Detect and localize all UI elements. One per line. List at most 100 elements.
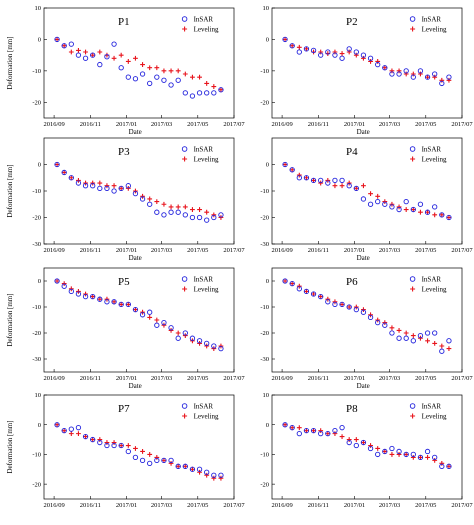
leveling-point (289, 167, 295, 173)
insar-point (189, 466, 196, 472)
leveling-point (410, 207, 416, 212)
leveling-point (133, 446, 138, 451)
y-axis-label: Deformation [mm] (6, 420, 14, 473)
insar-point (439, 80, 445, 87)
leveling-point (418, 455, 423, 460)
legend-leveling-marker (410, 156, 416, 162)
insar-point (424, 209, 431, 215)
leveling-point (311, 178, 316, 183)
insar-point (332, 52, 338, 58)
insar-point (439, 463, 445, 469)
insar-point (296, 430, 302, 437)
insar-point (282, 36, 288, 43)
leveling-point (318, 428, 324, 434)
insar-point (161, 212, 167, 218)
insar-point (139, 312, 146, 318)
x-tick-label: 2016/11 (80, 247, 101, 254)
x-tick-label: 2017/07 (223, 121, 245, 128)
insar-point (147, 201, 153, 207)
insar-point (111, 442, 117, 449)
x-tick-label: 2016/09 (271, 502, 292, 509)
insar-point (82, 183, 89, 189)
insar-point (168, 82, 174, 88)
insar-point (417, 201, 424, 207)
legend-insar-marker (409, 276, 416, 282)
leveling-point (154, 199, 160, 204)
insar-point (446, 74, 452, 80)
leveling-point (325, 178, 331, 183)
legend-insar-label: InSAR (194, 402, 214, 410)
insar-point (211, 343, 217, 349)
leveling-point (296, 44, 302, 50)
insar-point (90, 52, 96, 58)
x-tick-label: 2017/05 (187, 375, 208, 382)
leveling-point (282, 162, 288, 167)
insar-point (439, 348, 445, 354)
legend-insar-label: InSAR (422, 402, 442, 410)
y-tick-label: -10 (32, 452, 41, 459)
insar-point (282, 422, 288, 428)
plot-frame (271, 267, 463, 373)
insar-point (403, 451, 409, 458)
leveling-point (97, 180, 103, 186)
leveling-point (389, 68, 395, 74)
insar-point (446, 338, 452, 344)
y-tick-label: -20 (260, 330, 269, 337)
leveling-point (318, 294, 324, 299)
leveling-point (346, 49, 352, 55)
insar-point (75, 52, 82, 58)
insar-point (168, 457, 174, 464)
insar-point (175, 463, 181, 469)
insar-point (211, 90, 217, 96)
insar-point (375, 319, 381, 326)
leveling-point (54, 422, 60, 428)
leveling-point (118, 185, 124, 191)
insar-point (125, 448, 131, 455)
y-tick-label: 0 (266, 162, 269, 169)
leveling-point (125, 302, 131, 307)
insar-point (132, 76, 139, 82)
insar-point (125, 301, 131, 308)
leveling-point (168, 460, 174, 466)
x-tick-label: 2016/11 (80, 502, 101, 509)
leveling-point (446, 77, 452, 83)
x-axis-label: Date (357, 128, 370, 136)
leveling-point (375, 193, 381, 199)
legend-leveling-marker (410, 26, 416, 32)
leveling-point (111, 299, 117, 305)
y-tick-label: 0 (38, 278, 41, 285)
insar-point (346, 183, 352, 189)
insar-point (318, 430, 324, 437)
leveling-point (361, 440, 366, 445)
insar-point (424, 448, 431, 455)
plot-frame (43, 394, 235, 500)
leveling-point (425, 74, 430, 80)
insar-point (396, 448, 402, 455)
insar-point (147, 80, 153, 87)
x-tick-label: 2017/03 (379, 121, 400, 128)
insar-point (139, 71, 146, 77)
y-tick-label: -20 (260, 215, 269, 222)
leveling-point (403, 452, 409, 457)
insar-point (90, 436, 96, 443)
insar-point (68, 288, 74, 295)
x-axis-label: Date (357, 382, 370, 390)
x-tick-label: 2017/01 (344, 121, 365, 128)
insar-point (154, 74, 160, 80)
leveling-point (425, 338, 430, 344)
insar-point (154, 209, 160, 215)
insar-point (325, 299, 331, 305)
leveling-point (403, 330, 409, 336)
leveling-point (332, 183, 338, 189)
x-tick-label: 2017/01 (344, 247, 365, 254)
insar-point (382, 201, 388, 207)
insar-point (111, 188, 117, 194)
panel-title: P1 (118, 16, 130, 28)
insar-point (339, 301, 345, 308)
insar-point (75, 291, 82, 297)
leveling-point (375, 59, 381, 64)
insar-point (118, 65, 124, 71)
insar-point (389, 445, 395, 452)
insar-point (296, 49, 302, 55)
insar-point (104, 185, 110, 192)
